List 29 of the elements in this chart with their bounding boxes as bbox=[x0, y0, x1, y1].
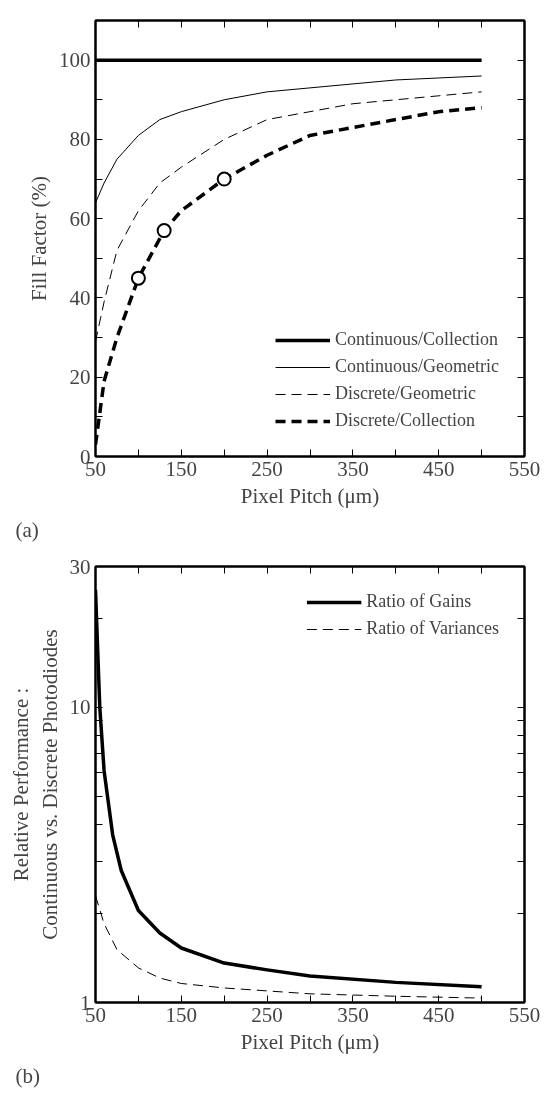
legend-label: Ratio of Variances bbox=[366, 618, 499, 639]
legend-label: Discrete/Geometric bbox=[335, 383, 476, 404]
y-tick-label: 40 bbox=[69, 285, 91, 310]
x-tick-label: 250 bbox=[251, 456, 283, 481]
x-axis-title: Pixel Pitch (μm) bbox=[240, 1029, 380, 1054]
y-tick-label: 10 bbox=[69, 695, 91, 720]
y-tick-label: 30 bbox=[69, 554, 91, 579]
y-tick-label: 80 bbox=[69, 127, 91, 152]
x-tick-label: 150 bbox=[165, 456, 198, 481]
legend-label: Ratio of Gains bbox=[366, 591, 472, 612]
x-tick-label: 450 bbox=[422, 456, 455, 481]
text: (b) bbox=[15, 1063, 40, 1088]
x-tick-label: 350 bbox=[337, 456, 369, 481]
x-tick-label: 250 bbox=[251, 1002, 283, 1027]
legend-label: Continuous/Collection bbox=[335, 329, 499, 350]
y-tick-label: 20 bbox=[69, 365, 91, 390]
x-tick-label: 550 bbox=[508, 456, 541, 481]
x-tick-label: 350 bbox=[337, 1002, 369, 1027]
x-tick-label: 550 bbox=[508, 1002, 541, 1027]
legend-label: Continuous/Geometric bbox=[335, 356, 499, 377]
y-axis-title: Relative Performance : Continuous vs. Discrete Photodiodes bbox=[8, 629, 62, 940]
y-axis-title: Fill Factor (%) bbox=[27, 176, 51, 301]
x-tick-label: 150 bbox=[165, 1002, 198, 1027]
y-tick-label: 100 bbox=[59, 48, 91, 73]
legend-label: Discrete/Collection bbox=[335, 410, 475, 431]
text: (a) bbox=[15, 517, 39, 542]
y-tick-label: 60 bbox=[69, 206, 91, 231]
x-axis-title: Pixel Pitch (μm) bbox=[240, 483, 380, 508]
x-tick-label: 450 bbox=[422, 1002, 455, 1027]
